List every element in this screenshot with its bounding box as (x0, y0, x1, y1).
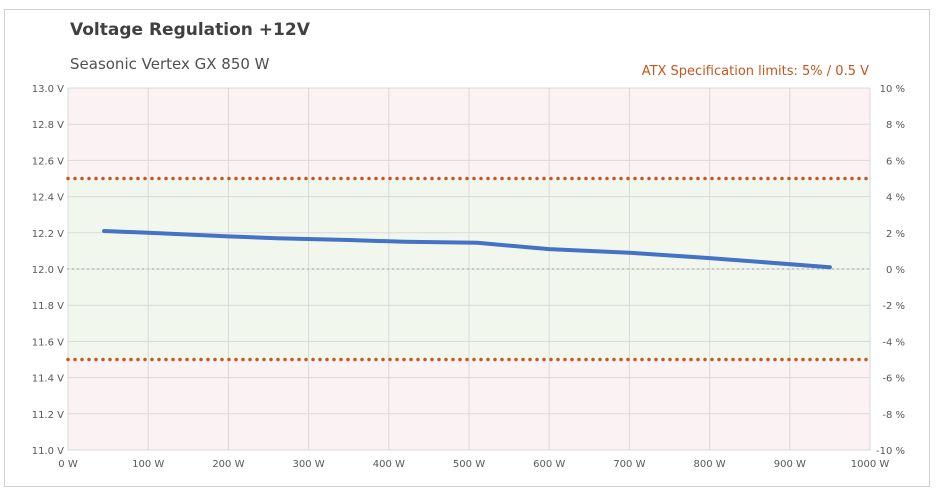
y2-tick-label: 0 % (886, 265, 905, 276)
x-tick-label: 1000 W (851, 459, 890, 470)
x-tick-label: 600 W (533, 459, 565, 470)
y2-tick-label: -10 % (876, 446, 905, 457)
y2-tick-label: 8 % (886, 120, 905, 131)
x-tick-label: 500 W (453, 459, 485, 470)
y2-tick-label: 6 % (886, 156, 905, 167)
y2-tick-label: -2 % (882, 301, 905, 312)
y-tick-label: 12.2 V (32, 229, 64, 240)
series-line (102, 229, 832, 270)
y-tick-label: 11.0 V (32, 446, 64, 457)
y2-tick-label: 2 % (886, 229, 905, 240)
y-tick-label: 11.2 V (32, 410, 64, 421)
x-tick-label: 400 W (373, 459, 405, 470)
y2-tick-label: -8 % (882, 410, 905, 421)
y-tick-label: 12.0 V (32, 265, 64, 276)
y-tick-label: 11.4 V (32, 374, 64, 385)
x-tick-label: 900 W (774, 459, 806, 470)
y-tick-label: 13.0 V (32, 84, 64, 95)
x-tick-label: 0 W (58, 459, 78, 470)
x-tick-label: 800 W (694, 459, 726, 470)
y-tick-label: 12.4 V (32, 193, 64, 204)
y-tick-label: 12.6 V (32, 156, 64, 167)
x-tick-label: 200 W (212, 459, 244, 470)
y-tick-label: 12.8 V (32, 120, 64, 131)
x-tick-label: 700 W (613, 459, 645, 470)
y-tick-label: 11.8 V (32, 301, 64, 312)
x-tick-label: 100 W (132, 459, 164, 470)
y-tick-label: 11.6 V (32, 337, 64, 348)
x-tick-label: 300 W (293, 459, 325, 470)
spec-limits-annotation: ATX Specification limits: 5% / 0.5 V (641, 64, 869, 79)
y2-tick-label: -4 % (882, 337, 905, 348)
chart-subtitle: Seasonic Vertex GX 850 W (70, 55, 270, 73)
y2-tick-label: 4 % (886, 193, 905, 204)
chart-title: Voltage Regulation +12V (70, 20, 310, 40)
y2-tick-label: 10 % (880, 84, 905, 95)
y2-tick-label: -6 % (882, 374, 905, 385)
